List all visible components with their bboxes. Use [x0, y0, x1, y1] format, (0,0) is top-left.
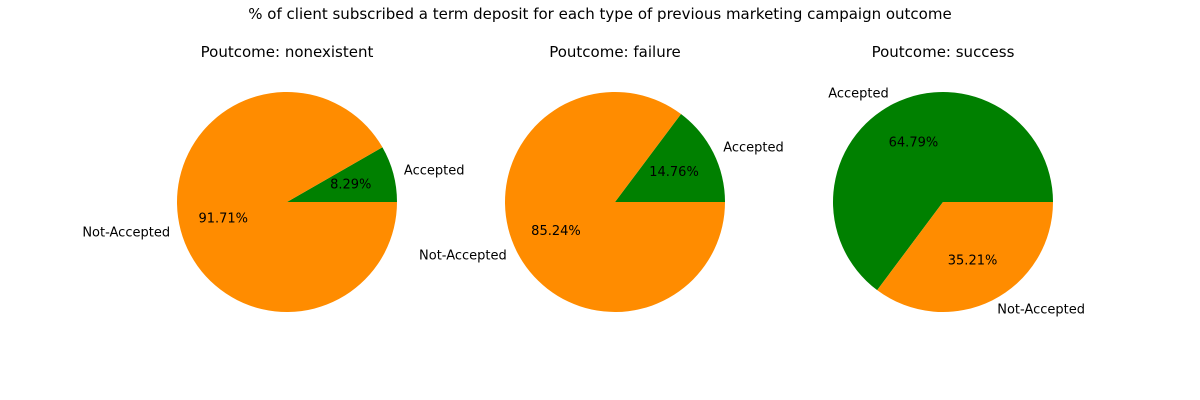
- slice-label: Accepted: [723, 140, 784, 155]
- pie-title: Poutcome: nonexistent: [201, 43, 374, 61]
- slice-percent-label: 14.76%: [649, 165, 699, 180]
- pie-slice-accepted: [615, 113, 725, 202]
- slice-percent-label: 85.24%: [531, 224, 581, 239]
- figure-suptitle: % of client subscribed a term deposit fo…: [248, 5, 952, 23]
- pie-title: Poutcome: failure: [549, 43, 681, 61]
- pie-slice-not-accepted: [877, 202, 1053, 312]
- slice-percent-label: 35.21%: [948, 254, 998, 269]
- pie-title: Poutcome: success: [872, 43, 1015, 61]
- slice-percent-label: 8.29%: [330, 178, 371, 193]
- slice-percent-label: 91.71%: [198, 212, 248, 227]
- slice-label: Not-Accepted: [997, 303, 1085, 318]
- slice-percent-label: 64.79%: [889, 136, 939, 151]
- pie-slice-accepted: [832, 91, 1054, 291]
- pie-chart-2: Poutcome: failure Accepted 14.76% Not-Accep…: [419, 43, 784, 312]
- pie-chart-1: Poutcome: nonexistent Accepted 8.29% Not-Ac…: [82, 43, 465, 313]
- slice-label: Not-Accepted: [419, 249, 507, 264]
- slice-label: Accepted: [404, 163, 465, 178]
- pie-slice-not-accepted: [504, 91, 725, 312]
- slice-label: Not-Accepted: [82, 226, 170, 241]
- pie-slice-not-accepted: [176, 92, 397, 313]
- pie-slice-accepted: [287, 147, 397, 202]
- slice-label: Accepted: [828, 86, 889, 101]
- pie-chart-3: Poutcome: success Accepted 64.79% Not-Accep…: [828, 43, 1085, 318]
